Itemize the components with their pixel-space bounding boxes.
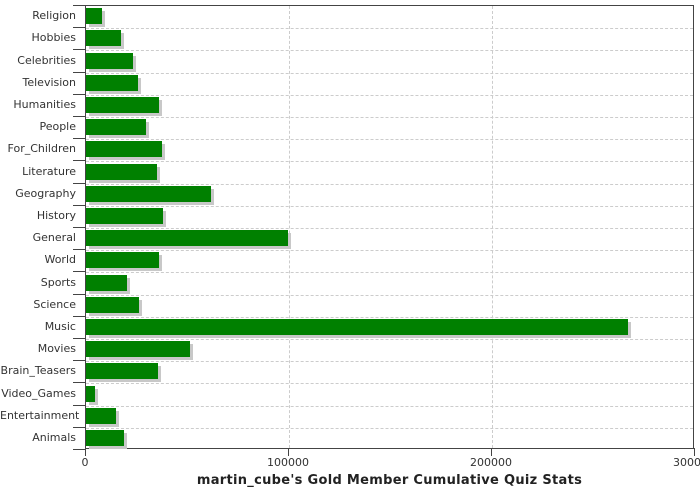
y-axis-tick: [73, 27, 85, 29]
bar-general: [86, 230, 288, 247]
bar-people: [86, 119, 146, 136]
horizontal-gridline: [86, 427, 693, 429]
horizontal-gridline: [86, 161, 693, 163]
y-axis-tick: [73, 204, 85, 206]
category-label-for_children: For_Children: [7, 142, 76, 156]
y-axis-tick: [73, 182, 85, 184]
horizontal-gridline: [86, 139, 693, 141]
horizontal-gridline: [86, 117, 693, 118]
category-label-hobbies: Hobbies: [31, 31, 76, 45]
y-axis-tick: [73, 382, 85, 384]
bar-television: [86, 74, 138, 91]
horizontal-gridline: [86, 205, 693, 207]
y-axis-tick: [73, 426, 85, 428]
chart-title: martin_cube's Gold Member Cumulative Qui…: [196, 473, 583, 488]
y-axis-tick: [73, 138, 85, 140]
bar-world: [86, 252, 160, 269]
bar-geography: [86, 185, 211, 202]
bar-brain_teasers: [86, 363, 159, 380]
category-label-literature: Literature: [22, 164, 76, 178]
horizontal-gridline: [86, 339, 693, 340]
bar-celebrities: [86, 52, 133, 69]
bar-entertainment: [86, 407, 117, 424]
horizontal-gridline: [86, 294, 693, 296]
bar-literature: [86, 163, 158, 180]
horizontal-gridline: [86, 94, 693, 96]
category-label-celebrities: Celebrities: [17, 53, 76, 67]
y-axis-tick: [73, 315, 85, 317]
y-axis-tick: [73, 160, 85, 162]
horizontal-gridline: [86, 50, 693, 52]
category-label-geography: Geography: [15, 186, 76, 200]
category-label-video_games: Video_Games: [1, 386, 76, 400]
y-axis-tick: [73, 271, 85, 273]
bar-history: [86, 207, 164, 224]
y-axis-tick: [73, 227, 85, 228]
horizontal-gridline: [86, 228, 693, 229]
horizontal-gridline: [86, 250, 693, 252]
category-label-people: People: [39, 120, 76, 134]
x-axis-label-0: 0: [81, 456, 89, 469]
horizontal-gridline: [86, 405, 693, 407]
x-axis-label-200000: 200000: [470, 456, 512, 469]
category-label-general: General: [32, 231, 76, 245]
bar-animals: [86, 429, 124, 446]
y-axis-tick: [73, 449, 85, 450]
category-label-entertainment: Entertainment: [0, 408, 80, 422]
bar-movies: [86, 341, 190, 358]
y-axis-tick: [73, 404, 85, 406]
vertical-gridline: [289, 6, 290, 448]
bar-music: [86, 318, 628, 335]
x-axis-label-300000: 300000: [673, 456, 700, 469]
category-label-animals: Animals: [32, 430, 76, 444]
horizontal-gridline: [86, 361, 693, 363]
category-label-science: Science: [33, 297, 76, 311]
bar-sports: [86, 274, 127, 291]
x-axis-label-100000: 100000: [267, 456, 309, 469]
x-axis-tick: [491, 448, 492, 456]
y-axis-tick: [73, 5, 85, 6]
y-axis-tick: [73, 71, 85, 73]
y-axis-tick: [73, 338, 85, 339]
horizontal-gridline: [86, 316, 693, 318]
category-label-history: History: [36, 208, 76, 222]
category-label-religion: Religion: [32, 9, 76, 23]
bar-video_games: [86, 385, 96, 402]
bar-hobbies: [86, 30, 121, 47]
bar-humanities: [86, 96, 160, 113]
category-label-television: Television: [22, 75, 77, 89]
horizontal-gridline: [86, 383, 693, 385]
y-axis-tick: [73, 249, 85, 251]
bar-for_children: [86, 141, 163, 158]
horizontal-gridline: [86, 183, 693, 185]
horizontal-gridline: [86, 28, 693, 30]
vertical-gridline: [492, 6, 493, 448]
x-axis-tick: [694, 448, 695, 456]
x-axis-tick: [85, 448, 86, 456]
y-axis-tick: [73, 49, 85, 51]
category-label-humanities: Humanities: [13, 97, 76, 111]
y-axis-tick: [73, 116, 85, 117]
category-label-music: Music: [44, 319, 76, 333]
category-label-sports: Sports: [40, 275, 76, 289]
plot-area: [85, 5, 694, 449]
bar-religion: [86, 8, 103, 25]
y-axis-tick: [73, 93, 85, 95]
horizontal-gridline: [86, 72, 693, 74]
y-axis-tick: [73, 360, 85, 362]
bar-science: [86, 296, 139, 313]
x-axis-tick: [288, 448, 289, 456]
category-label-world: World: [44, 253, 76, 267]
category-label-brain_teasers: Brain_Teasers: [0, 364, 76, 378]
y-axis-tick: [73, 293, 85, 295]
category-label-movies: Movies: [37, 342, 76, 356]
horizontal-gridline: [86, 272, 693, 274]
